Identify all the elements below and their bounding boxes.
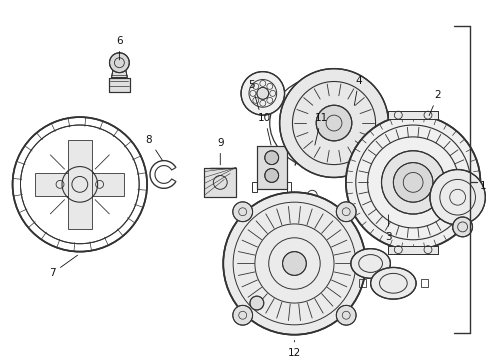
- Circle shape: [453, 217, 472, 237]
- Circle shape: [336, 202, 356, 222]
- Polygon shape: [204, 167, 236, 197]
- Text: 1: 1: [479, 181, 486, 192]
- Polygon shape: [389, 246, 438, 253]
- Circle shape: [280, 69, 389, 177]
- Circle shape: [223, 192, 366, 335]
- Text: 8: 8: [146, 135, 162, 160]
- Circle shape: [109, 53, 129, 73]
- Circle shape: [265, 168, 279, 183]
- Ellipse shape: [370, 267, 416, 299]
- Circle shape: [316, 105, 352, 141]
- Text: 5: 5: [248, 81, 259, 109]
- Circle shape: [430, 170, 486, 225]
- Polygon shape: [389, 111, 438, 119]
- Polygon shape: [111, 68, 127, 77]
- Text: 9: 9: [217, 138, 223, 165]
- Polygon shape: [35, 172, 124, 196]
- Polygon shape: [108, 77, 130, 93]
- Text: 6: 6: [116, 36, 122, 60]
- Circle shape: [265, 151, 279, 165]
- Polygon shape: [68, 140, 92, 229]
- Circle shape: [233, 202, 252, 222]
- Text: 2: 2: [429, 90, 441, 116]
- Circle shape: [257, 87, 269, 99]
- Circle shape: [283, 252, 306, 275]
- Text: 11: 11: [315, 113, 328, 145]
- Polygon shape: [257, 146, 287, 189]
- Ellipse shape: [351, 249, 391, 278]
- Circle shape: [233, 305, 252, 325]
- Text: 10: 10: [258, 113, 271, 145]
- Circle shape: [393, 163, 433, 202]
- Text: 7: 7: [49, 255, 77, 278]
- Circle shape: [380, 126, 423, 170]
- Text: 3: 3: [385, 215, 392, 242]
- Text: 12: 12: [288, 341, 301, 357]
- Circle shape: [241, 72, 285, 115]
- Circle shape: [382, 151, 445, 214]
- Circle shape: [250, 296, 264, 310]
- Circle shape: [336, 305, 356, 325]
- Text: 4: 4: [354, 76, 362, 105]
- Circle shape: [346, 115, 480, 249]
